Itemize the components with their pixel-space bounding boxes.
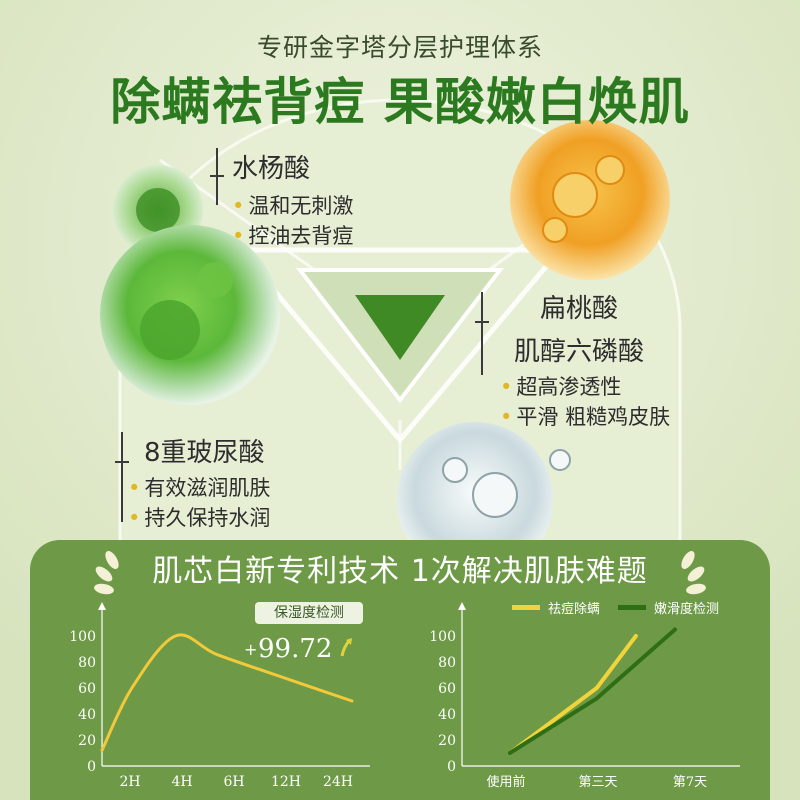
x-tick-label: 第三天 [578, 775, 617, 790]
bullet-dot-icon: • [128, 506, 141, 530]
x-tick-label: 4H [171, 774, 192, 790]
ingredient-name-secondary: 肌醇六磷酸 [514, 337, 645, 367]
bullet-dot-icon: • [128, 476, 141, 500]
y-tick-label: 100 [429, 629, 456, 645]
moisture-value: 99.72 [258, 634, 333, 664]
up-arrow-icon [340, 638, 352, 657]
y-tick-label: 20 [78, 733, 96, 749]
ingredient-bullet: • 超高渗透性 [500, 375, 622, 399]
header-subtitle: 专研金字塔分层护理体系 [256, 33, 543, 62]
moisture-badge: 保湿度检测 [255, 602, 363, 624]
x-tick-label: 使用前 [486, 774, 525, 790]
y-tick-label: 60 [438, 681, 456, 697]
x-tick-label: 2H [119, 774, 140, 790]
series-line [100, 633, 354, 752]
ingredient-name: 8重玻尿酸 [144, 438, 265, 468]
y-tick-label: 80 [438, 655, 456, 671]
y-tick-label: 0 [447, 759, 456, 775]
legend-label: 嫩滑度检测 [654, 602, 720, 617]
bullet-dot-icon: • [232, 194, 245, 218]
y-axis-arrow-icon [458, 602, 466, 610]
ingredient-mandelic: 扁桃酸 肌醇六磷酸 • 超高渗透性 • 平滑 粗糙鸡皮肤 [500, 288, 670, 432]
ingredient-hyaluronic: 8重玻尿酸 • 有效滋润肌肤 • 持久保持水润 [128, 432, 270, 533]
chart-legend: 祛痘除螨 嫩滑度检测 [512, 598, 719, 617]
x-tick-label: 12H [271, 774, 301, 790]
legend-label: 祛痘除螨 [548, 602, 601, 617]
ingredient-name: 扁桃酸 [540, 294, 619, 324]
annotation-prefix: + [244, 640, 258, 659]
x-tick-label: 24H [323, 774, 353, 790]
ingredient-salicylic: 水杨酸 • 温和无刺激 • 控油去背痘 [232, 148, 353, 251]
bullet-dot-icon: • [500, 375, 513, 399]
y-tick-label: 20 [438, 733, 456, 749]
moisture-chart: 0 20 40 60 80 100 2H 4H 6H 12H 24H [69, 602, 370, 790]
ingredient-name: 水杨酸 [232, 154, 311, 184]
header-headline: 除螨祛背痘 果酸嫩白焕肌 [110, 73, 690, 131]
effect-chart: 0 20 40 60 80 100 使用前 第三天 第7天 [429, 602, 740, 790]
bullet-dot-icon: • [232, 224, 245, 248]
ingredient-bullet: • 温和无刺激 [232, 194, 354, 218]
x-tick-label: 6H [223, 774, 244, 790]
y-tick-label: 40 [78, 707, 96, 723]
legend-swatch-green [618, 605, 647, 610]
ingredient-bullet: • 平滑 粗糙鸡皮肤 [500, 405, 671, 429]
y-tick-label: 60 [78, 681, 96, 697]
y-tick-label: 80 [78, 655, 96, 671]
x-tick-label: 第7天 [673, 775, 707, 790]
bullet-dot-icon: • [500, 405, 513, 429]
ingredient-bullet: • 控油去背痘 [232, 224, 354, 248]
ingredient-bullet: • 持久保持水润 [128, 506, 271, 530]
y-tick-label: 40 [438, 707, 456, 723]
y-tick-label: 100 [69, 629, 96, 645]
legend-swatch-yellow [512, 605, 540, 610]
y-axis-arrow-icon [98, 602, 106, 610]
series-line [507, 634, 638, 755]
panel-title: 肌芯白新专利技术 1次解决肌肤难题 [152, 554, 648, 589]
ingredient-bullet: • 有效滋润肌肤 [128, 476, 271, 500]
y-tick-label: 0 [87, 759, 96, 775]
